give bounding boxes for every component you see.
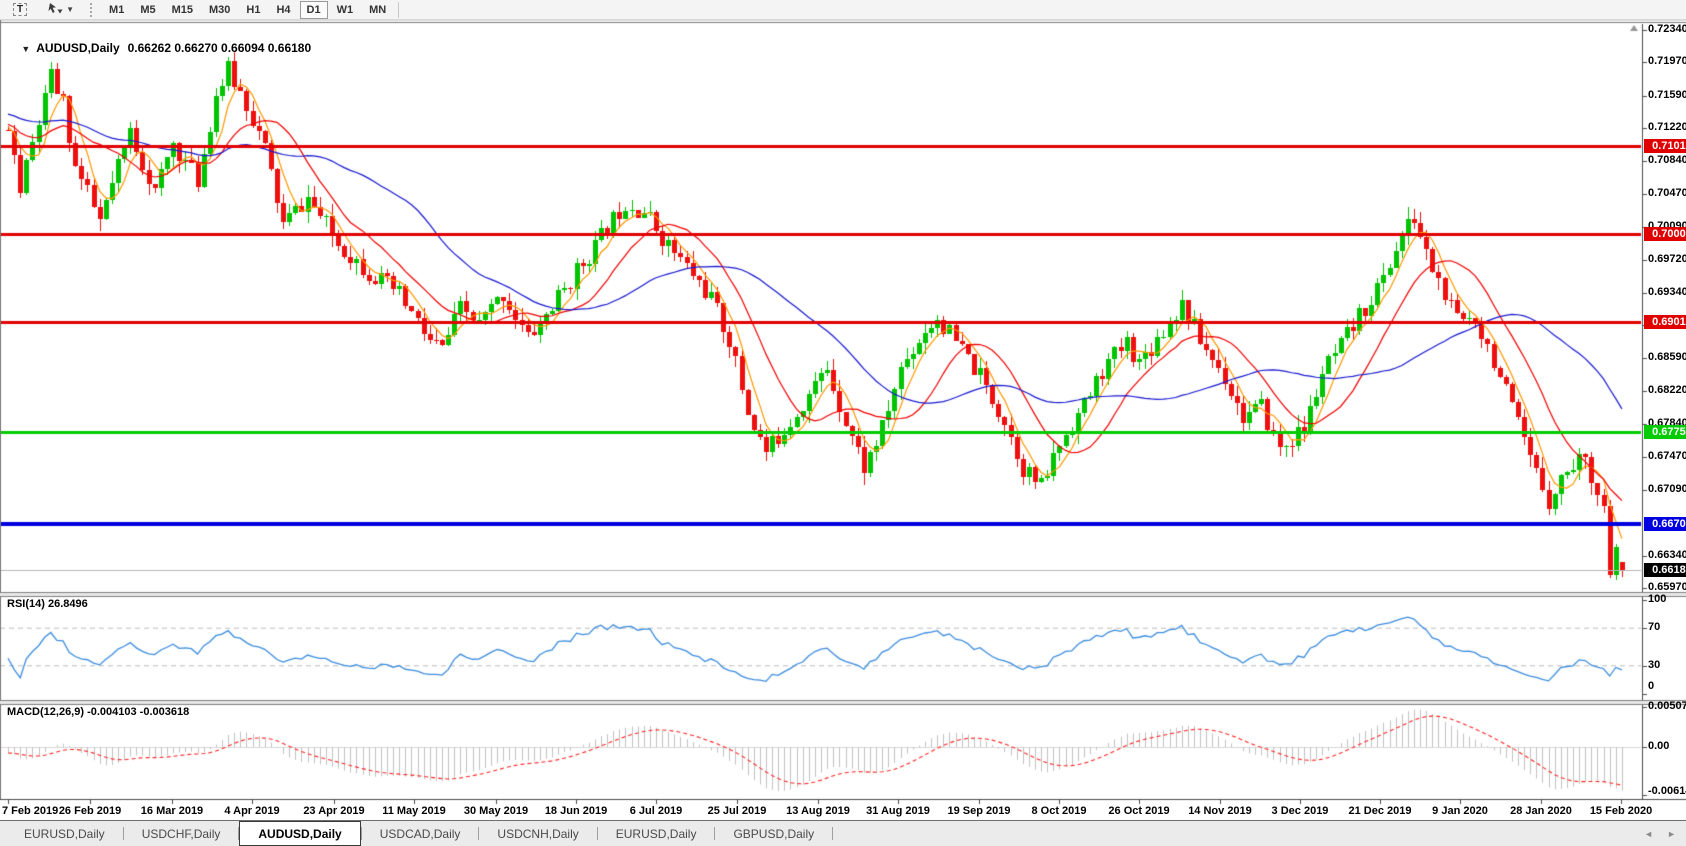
date-axis-label: 9 Jan 2020 xyxy=(1432,805,1488,817)
symbol-tab-usdcad-3[interactable]: USDCAD,Daily xyxy=(379,826,461,841)
timeframe-button-m30[interactable]: M30 xyxy=(209,3,231,16)
date-axis-label: 16 Mar 2019 xyxy=(140,805,204,817)
tab-separator xyxy=(478,827,480,840)
rsi-axis-tick: 70 xyxy=(1648,621,1661,634)
price-axis-tick: 0.68220 xyxy=(1648,383,1686,396)
chart-ohlc-values: 0.66262 0.66270 0.66094 0.66180 xyxy=(127,41,312,55)
date-axis-label: 3 Dec 2019 xyxy=(1271,805,1329,817)
price-axis-tick: 0.71590 xyxy=(1648,88,1686,101)
price-axis-tick: 0.71220 xyxy=(1648,121,1686,134)
chart-title: ▼ AUDUSD,Daily 0.66262 0.66270 0.66094 0.6… xyxy=(8,27,311,69)
timeframe-button-m5[interactable]: M5 xyxy=(140,3,156,16)
symbol-tab-eurusd-0[interactable]: EURUSD,Daily xyxy=(24,826,105,841)
level-price-label: 0.66706 xyxy=(1644,517,1686,531)
tab-separator xyxy=(238,827,240,840)
date-axis-label: 28 Jan 2020 xyxy=(1510,805,1572,817)
date-axis-label: 14 Nov 2019 xyxy=(1188,805,1252,817)
price-axis-tick: 0.68590 xyxy=(1648,351,1686,364)
date-axis-label: 23 Apr 2019 xyxy=(303,805,365,817)
rsi-axis-tick: 100 xyxy=(1648,593,1667,605)
top-toolbar: T ▼ M1 M5 M15 M30 H1 H4 D1 W1 MN xyxy=(0,0,1686,20)
date-axis-label: 31 Aug 2019 xyxy=(866,805,930,817)
timeframe-button-h4[interactable]: H4 xyxy=(276,3,291,16)
timeframe-button-mn[interactable]: MN xyxy=(369,3,387,16)
date-axis-label: 26 Feb 2019 xyxy=(58,805,122,817)
symbol-tab-eurusd-5[interactable]: EURUSD,Daily xyxy=(615,826,697,841)
rsi-label: RSI(14) 26.8496 xyxy=(7,598,88,610)
macd-axis-tick: 0.00 xyxy=(1648,740,1670,752)
tab-separator xyxy=(360,827,362,840)
timeframe-button-group: M1 M5 M15 M30 H1 H4 D1 W1 MN xyxy=(101,0,394,19)
price-chart-canvas[interactable] xyxy=(0,20,1686,820)
date-axis-label: 7 Feb 2019 xyxy=(2,805,59,817)
date-axis-label: 26 Oct 2019 xyxy=(1108,805,1170,817)
toolbar-drag-handle[interactable] xyxy=(90,2,95,17)
timeframe-button-w1[interactable]: W1 xyxy=(336,3,354,16)
price-axis-tick: 0.72340 xyxy=(1648,23,1686,35)
timeframe-button-d1[interactable]: D1 xyxy=(299,0,328,19)
symbol-tab-audusd-2[interactable]: AUDUSD,Daily xyxy=(239,821,361,846)
macd-label: MACD(12,26,9) -0.004103 -0.003618 xyxy=(7,706,190,718)
chart-tab-bar: EURUSD,Daily USDCHF,Daily AUDUSD,Daily USDC… xyxy=(0,820,1686,846)
price-axis-tick: 0.70840 xyxy=(1648,154,1686,167)
date-axis-label: 4 Apr 2019 xyxy=(224,805,280,817)
text-tool-button[interactable]: T xyxy=(6,1,34,19)
level-price-label: 0.67754 xyxy=(1644,425,1686,439)
price-axis-tick: 0.71970 xyxy=(1648,55,1686,68)
date-axis-label: 15 Feb 2020 xyxy=(1589,805,1653,817)
symbol-tab-gbpusd-6[interactable]: GBPUSD,Daily xyxy=(733,826,815,841)
macd-axis-tick: 0.005076 xyxy=(1648,700,1686,712)
price-axis-tick: 0.67090 xyxy=(1648,482,1686,495)
tabs-scroll-left-button[interactable]: ◄ xyxy=(1644,828,1654,839)
timeframe-button-h1[interactable]: H1 xyxy=(246,3,261,16)
level-price-label: 0.71016 xyxy=(1644,139,1686,153)
chart-window: ▼ AUDUSD,Daily 0.66262 0.66270 0.66094 0.6… xyxy=(0,20,1686,820)
price-axis-tick: 0.67470 xyxy=(1648,449,1686,462)
price-axis-tick: 0.65970 xyxy=(1648,581,1686,593)
date-axis-label: 19 Sep 2019 xyxy=(947,805,1011,817)
rsi-axis-tick: 0 xyxy=(1648,680,1655,692)
date-axis-label: 13 Aug 2019 xyxy=(786,805,850,817)
macd-axis-tick: -0.006148 xyxy=(1648,785,1686,797)
text-tool-icon: T xyxy=(13,3,28,16)
date-axis-label: 25 Jul 2019 xyxy=(707,805,767,817)
symbol-tab-usdchf-1[interactable]: USDCHF,Daily xyxy=(141,826,221,841)
timeframe-button-m15[interactable]: M15 xyxy=(171,3,193,16)
symbol-tab-usdcnh-4[interactable]: USDCNH,Daily xyxy=(497,826,579,841)
price-axis-tick: 0.69720 xyxy=(1648,252,1686,265)
chart-symbol-label: AUDUSD,Daily xyxy=(36,41,120,55)
date-axis-label: 6 Jul 2019 xyxy=(629,805,683,817)
price-axis-tick: 0.70470 xyxy=(1648,186,1686,199)
timeframe-button-m1[interactable]: M1 xyxy=(109,3,125,16)
chevron-down-icon: ▼ xyxy=(66,5,75,14)
cursor-tool-icon xyxy=(48,2,63,18)
date-axis-label: 21 Dec 2019 xyxy=(1348,805,1412,817)
date-axis-label: 11 May 2019 xyxy=(382,805,446,817)
date-axis-label: 18 Jun 2019 xyxy=(544,805,608,817)
tabs-scroll-right-button[interactable]: ► xyxy=(1667,828,1676,839)
price-axis-tick: 0.69340 xyxy=(1648,285,1686,298)
tab-separator xyxy=(596,827,598,840)
date-axis-label: 8 Oct 2019 xyxy=(1031,805,1087,817)
date-axis-label: 30 May 2019 xyxy=(463,805,529,817)
current-price-label: 0.66180 xyxy=(1644,563,1686,577)
rsi-axis-tick: 30 xyxy=(1648,658,1661,671)
tab-separator xyxy=(714,827,716,840)
tab-separator xyxy=(832,827,834,840)
tab-separator xyxy=(122,827,124,840)
level-price-label: 0.70007 xyxy=(1644,227,1686,241)
collapse-arrow-icon[interactable]: ▼ xyxy=(21,44,31,54)
cursor-tool-button[interactable]: ▼ xyxy=(41,1,81,19)
price-axis-tick: 0.66340 xyxy=(1648,548,1686,561)
toolbar-separator xyxy=(398,1,400,18)
